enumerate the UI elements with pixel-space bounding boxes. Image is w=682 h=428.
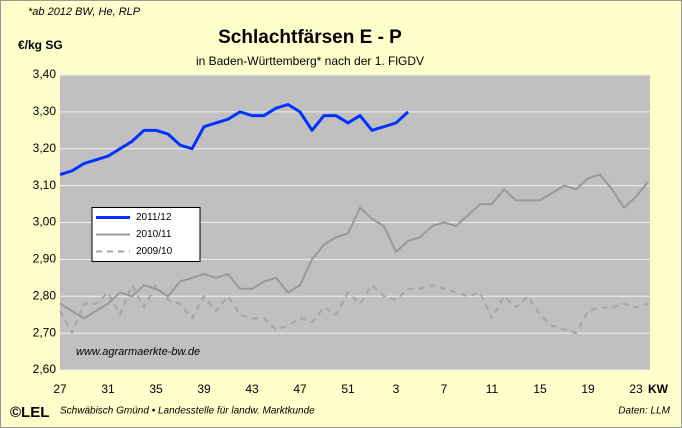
y-tick-label: 2,90 bbox=[33, 252, 57, 266]
x-axis-label: KW bbox=[648, 382, 669, 396]
line bbox=[59, 284, 649, 335]
x-tick-label: 39 bbox=[197, 382, 211, 396]
y-tick-label: 3,10 bbox=[33, 178, 57, 192]
y-tick-label: 3,00 bbox=[33, 215, 57, 229]
x-tick-label: 35 bbox=[149, 382, 163, 396]
chart-title: Schlachtfärsen E - P bbox=[218, 27, 402, 48]
x-tick-label: 23 bbox=[629, 382, 643, 396]
legend-label: 2011/12 bbox=[136, 212, 172, 223]
subtitle: in Baden-Württemberg* nach der 1. FlGDV bbox=[196, 54, 424, 68]
x-tick-label: 7 bbox=[441, 382, 448, 396]
legend-label: 2009/10 bbox=[136, 246, 173, 257]
y-tick-label: 2,60 bbox=[33, 362, 57, 376]
x-tick-label: 3 bbox=[393, 382, 400, 396]
logo: ©LEL bbox=[10, 404, 49, 421]
source: Daten: LLM bbox=[618, 406, 670, 417]
y-tick-label: 3,30 bbox=[33, 104, 57, 118]
legend-label: 2010/11 bbox=[136, 229, 172, 240]
footer: Schwäbisch Gmünd • Landesstelle für land… bbox=[60, 406, 315, 417]
y-tick-label: 2,80 bbox=[33, 288, 57, 302]
y-tick-label: 2,70 bbox=[33, 325, 57, 339]
line bbox=[59, 173, 649, 320]
x-tick-label: 11 bbox=[486, 382, 499, 396]
x-tick-label: 27 bbox=[53, 382, 67, 396]
x-tick-label: 19 bbox=[581, 382, 595, 396]
x-tick-label: 43 bbox=[245, 382, 259, 396]
y-tick-label: 3,20 bbox=[33, 141, 57, 155]
note: *ab 2012 BW, He, RLP bbox=[28, 6, 141, 18]
x-tick-label: 15 bbox=[533, 382, 547, 396]
x-tick-label: 51 bbox=[341, 382, 355, 396]
y-tick-label: 3,40 bbox=[33, 67, 57, 81]
x-tick-label: 47 bbox=[293, 382, 307, 396]
y-axis-label: €/kg SG bbox=[18, 38, 63, 52]
line bbox=[59, 103, 410, 176]
watermark: www.agrarmaerkte-bw.de bbox=[76, 346, 200, 358]
x-tick-label: 31 bbox=[101, 382, 115, 396]
